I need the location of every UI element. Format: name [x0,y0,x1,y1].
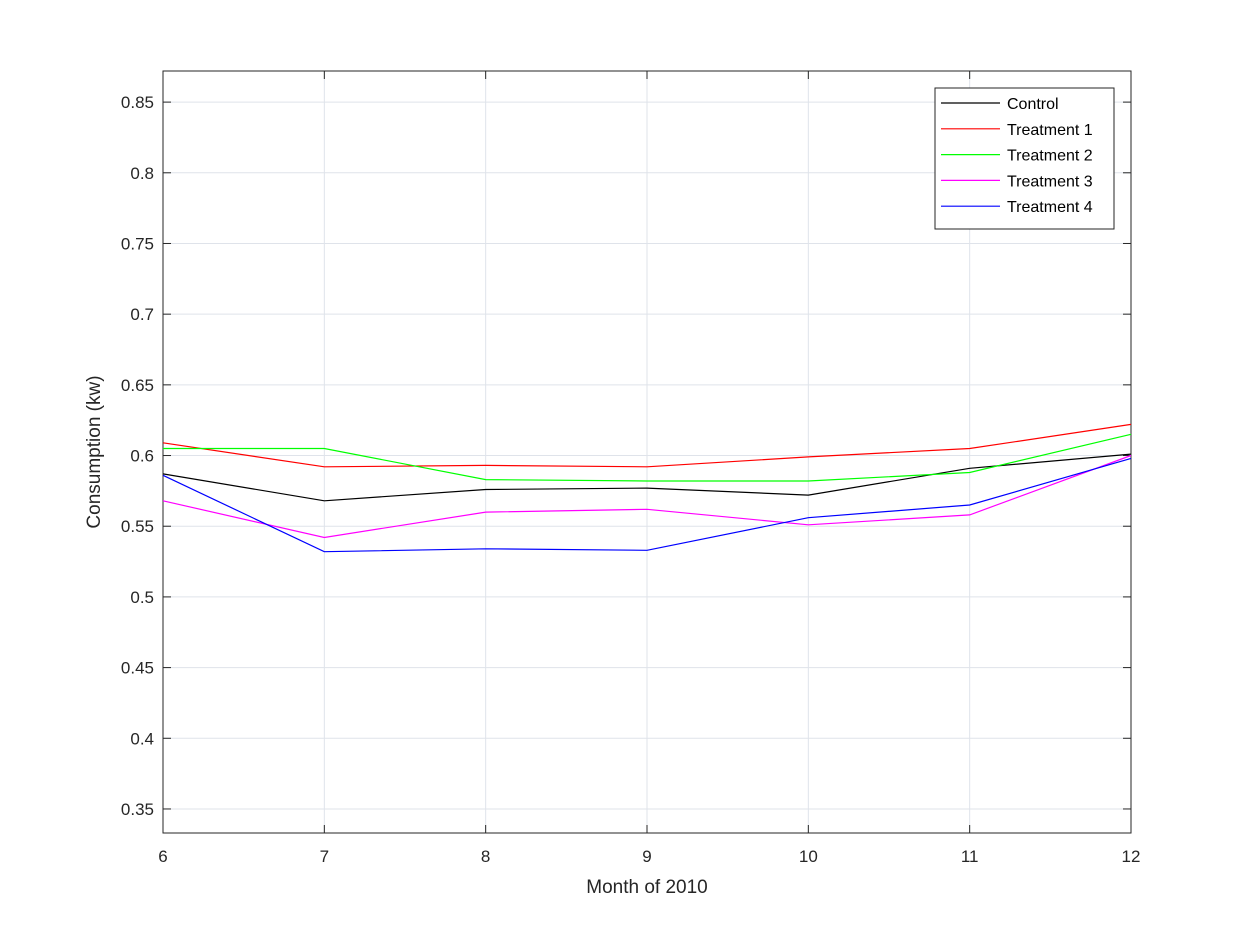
y-tick-label: 0.5 [130,588,154,607]
x-tick-label: 12 [1122,847,1141,866]
legend-entry-label: Treatment 1 [1007,122,1093,139]
series-line-1 [162,453,1132,502]
legend-entry-label: Control [1007,96,1059,113]
legend: Control Treatment 1 Treatment 2 Treatment 3… [934,87,1115,230]
x-tick-label: 8 [481,847,490,866]
series-line-5 [162,457,1132,553]
x-tick-label: 7 [320,847,329,866]
y-tick-label: 0.35 [121,800,154,819]
y-axis-label: Consumption (kw) [84,375,105,528]
grid [162,71,1132,833]
y-tick-label: 0.75 [121,234,154,253]
series-line-4 [162,454,1132,539]
legend-entry-label: Treatment 4 [1007,199,1093,216]
series-line-2 [162,423,1132,468]
y-tick-label: 0.45 [121,659,154,678]
x-axis-label: Month of 2010 [586,877,707,898]
x-tick-label: 10 [799,847,818,866]
legend-entry-label: Treatment 2 [1007,148,1093,165]
series-lines [162,423,1132,553]
x-tick-label: 6 [158,847,167,866]
y-tick-label: 0.85 [121,93,154,112]
y-tick-label: 0.4 [130,729,154,748]
y-tick-label: 0.6 [130,447,154,466]
axis-ticks: 6 7 8 9 10 11 12 0.35 0.4 0.45 0.5 0.55 0.6 0.65 0.7 0.… [121,71,1141,866]
y-tick-label: 0.7 [130,305,154,324]
y-tick-label: 0.65 [121,376,154,395]
series-line-3 [163,433,1132,482]
y-tick-label: 0.8 [130,164,154,183]
x-tick-label: 9 [642,847,651,866]
x-tick-label: 11 [961,847,979,866]
legend-entry-label: Treatment 3 [1007,173,1093,190]
legend-box [934,87,1115,230]
y-tick-label: 0.55 [121,517,154,536]
